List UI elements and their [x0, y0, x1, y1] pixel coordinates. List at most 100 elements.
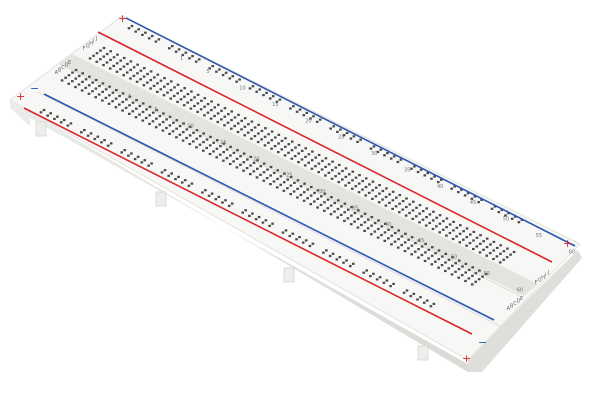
hole: [428, 213, 432, 216]
hole: [410, 253, 413, 256]
hole: [270, 130, 274, 133]
hole: [337, 181, 341, 184]
hole: [426, 172, 430, 175]
hole: [255, 176, 259, 179]
hole: [326, 207, 330, 210]
row-letter-top-right: I: [545, 273, 546, 279]
hole: [246, 131, 250, 134]
hole: [222, 159, 225, 162]
hole: [346, 208, 350, 211]
hole: [69, 122, 73, 125]
hole: [373, 230, 377, 233]
hole: [269, 174, 272, 177]
hole: [46, 114, 49, 117]
hole: [265, 91, 268, 94]
column-number-bottom: 45: [418, 238, 424, 244]
hole: [384, 195, 388, 199]
hole: [297, 161, 300, 164]
hole: [106, 144, 110, 147]
hole: [420, 253, 424, 257]
hole: [414, 242, 417, 245]
hole: [112, 64, 115, 67]
hole: [257, 123, 260, 126]
hole: [473, 195, 477, 198]
hole: [431, 219, 435, 222]
hole: [189, 107, 193, 110]
hole: [448, 231, 452, 235]
row-letter-top: I: [93, 39, 94, 45]
hole: [465, 227, 469, 230]
hole: [372, 272, 375, 275]
hole: [424, 251, 427, 254]
hole: [250, 129, 253, 132]
hole: [286, 187, 289, 190]
hole: [338, 256, 342, 259]
hole: [330, 196, 333, 199]
hole: [275, 100, 279, 103]
hole: [438, 214, 442, 217]
hole: [310, 185, 313, 189]
hole: [141, 33, 144, 36]
hole: [308, 244, 312, 248]
hole: [210, 100, 213, 103]
hole: [427, 257, 430, 260]
hole: [282, 189, 286, 192]
hole: [169, 80, 173, 83]
hole: [167, 174, 170, 177]
top-blue-rail-line: [125, 17, 576, 247]
hole: [422, 301, 426, 304]
hole: [303, 191, 306, 194]
hole: [145, 108, 148, 111]
hole: [397, 229, 400, 232]
hole: [361, 179, 364, 183]
hole: [438, 231, 441, 234]
hole: [289, 193, 292, 196]
hole: [271, 95, 275, 98]
hole: [129, 68, 132, 71]
row-letter-top: G: [86, 44, 90, 50]
hole: [451, 237, 455, 241]
column-number-top: 55: [536, 233, 542, 239]
column-number-bottom: 20: [253, 156, 259, 162]
hole: [251, 212, 254, 215]
hole: [335, 258, 339, 261]
hole: [415, 206, 418, 209]
hole: [109, 50, 112, 53]
hole: [465, 244, 468, 247]
hole: [510, 217, 514, 220]
hole: [457, 191, 460, 194]
hole: [39, 111, 43, 114]
hole: [457, 276, 460, 279]
hole: [156, 82, 159, 85]
hole: [316, 206, 319, 209]
hole: [268, 224, 271, 227]
hole: [267, 141, 270, 144]
hole: [283, 154, 287, 157]
hole: [259, 173, 262, 176]
top-right-plus-label: +: [563, 237, 572, 250]
hole: [399, 158, 403, 161]
hole: [153, 76, 156, 79]
hole: [389, 285, 392, 288]
hole: [310, 167, 314, 170]
hole: [104, 88, 108, 91]
hole: [316, 197, 320, 200]
row-letter-bottom-right: A: [507, 306, 511, 312]
hole: [91, 90, 94, 93]
hole: [378, 192, 381, 195]
hole: [407, 247, 410, 250]
hole: [213, 114, 216, 118]
hole: [267, 133, 270, 136]
hole: [322, 251, 325, 254]
hole: [224, 199, 227, 202]
hole: [262, 179, 266, 182]
hole: [177, 175, 180, 178]
hole: [371, 180, 375, 183]
hole: [111, 91, 115, 94]
hole: [440, 264, 444, 267]
hole: [280, 139, 284, 142]
hole: [203, 105, 206, 108]
hole: [340, 205, 343, 208]
hole: [387, 228, 390, 231]
